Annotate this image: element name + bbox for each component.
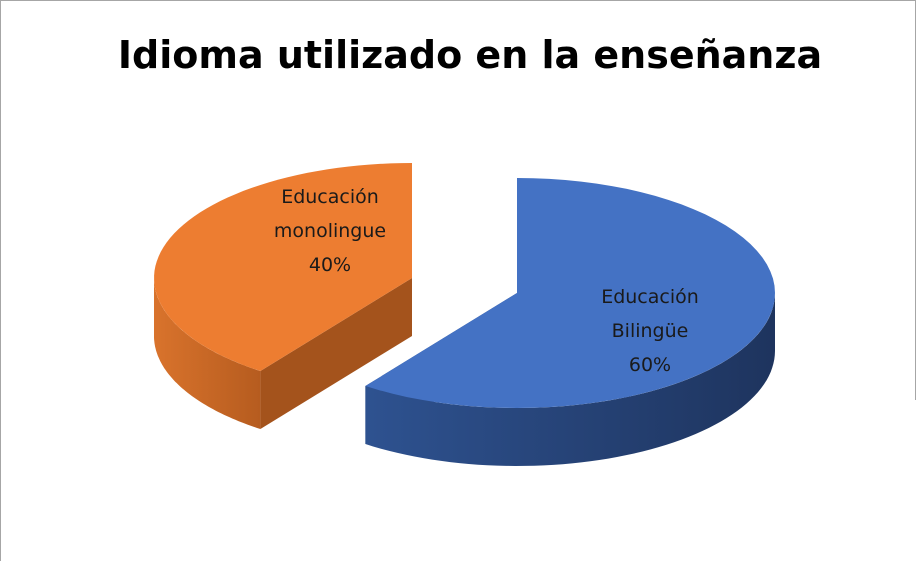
data-label-category: Educación Bilingüe bbox=[601, 286, 699, 342]
slice-wall bbox=[154, 278, 261, 429]
slice-top bbox=[365, 178, 775, 408]
pie-slice bbox=[365, 178, 775, 466]
slice-side-face bbox=[260, 278, 412, 429]
data-label-value: 60% bbox=[629, 354, 671, 376]
chart-title: Idioma utilizado en la enseñanza bbox=[118, 33, 822, 77]
label-line: Educación bbox=[601, 286, 699, 308]
label-line: monolingue bbox=[274, 220, 386, 242]
slice-wall bbox=[365, 293, 775, 466]
label-line: Educación bbox=[281, 186, 379, 208]
label-line: Bilingüe bbox=[612, 320, 689, 342]
slice-top bbox=[154, 163, 412, 371]
data-label-value: 40% bbox=[309, 254, 351, 276]
data-label-category: Educación monolingue bbox=[274, 186, 386, 242]
pie-slice bbox=[154, 163, 412, 429]
